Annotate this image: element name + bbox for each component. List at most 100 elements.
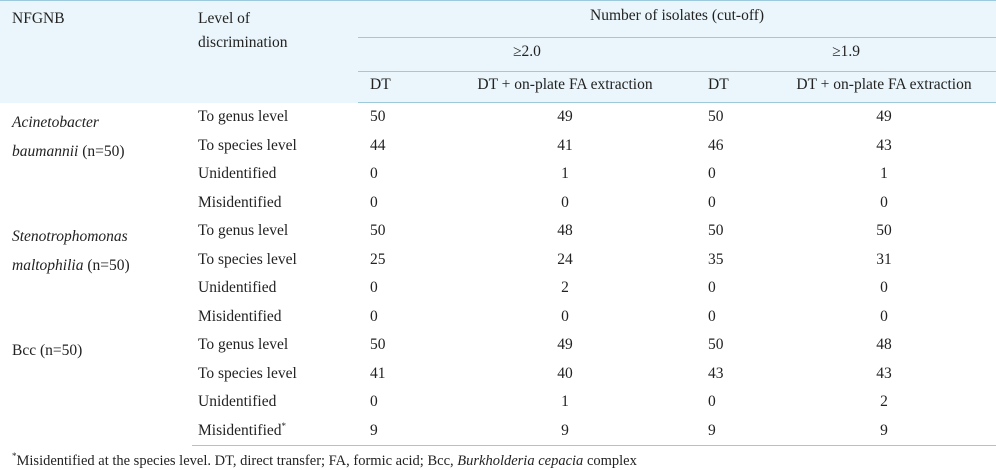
value-fa-2-0: 0 [561,307,569,325]
table-row: Bcc (n=50) To genus level 50 49 50 48 [0,331,996,360]
value-dt-2-0: 41 [370,364,386,382]
value-fa-1-9: 31 [876,250,892,268]
value-fa-2-0: 49 [557,108,573,126]
value-fa-2-0: 40 [557,364,573,382]
organism-count: (n=50) [83,257,130,274]
level-cell: To genus level [198,222,289,240]
value-dt-1-9: 46 [708,136,724,154]
table-row: Unidentified 0 2 0 0 [0,274,996,303]
organism-stenotrophomonas: Stenotrophomonas maltophilia (n=50) [0,217,192,331]
header-threshold-2-0: ≥2.0 [358,37,696,72]
level-cell: Misidentified* [192,416,358,446]
value-dt-1-9: 43 [708,364,724,382]
footnote-marker: * [281,420,287,431]
value-fa-2-0: 1 [561,165,569,183]
level-cell: To genus level [198,336,289,354]
organism-name-part2: baumannii [12,142,79,160]
table-row: To species level 41 40 43 43 [0,360,996,389]
value-fa-1-9: 2 [880,393,888,411]
table-row: Misidentified 0 0 0 0 [0,303,996,332]
value-fa-2-0: 1 [561,393,569,411]
value-fa-2-0: 2 [561,279,569,297]
table-row: Misidentified 0 0 0 0 [0,189,996,218]
value-dt-1-9: 0 [708,279,716,297]
value-fa-1-9: 43 [876,136,892,154]
table-row: Unidentified 0 1 0 1 [0,160,996,189]
value-dt-2-0: 25 [370,250,386,268]
level-cell: Misidentified [198,307,282,325]
value-fa-1-9: 9 [772,416,996,446]
table-row: Unidentified 0 1 0 2 [0,388,996,417]
value-dt-2-0: 0 [370,165,378,183]
value-fa-2-0: 9 [434,416,696,446]
header-dt-2-0: DT [358,71,434,103]
header-fa-1-9: DT + on-plate FA extraction [772,71,996,103]
value-fa-1-9: 48 [876,336,892,354]
table-row: Acinetobacter baumannii (n=50) To genus … [0,103,996,160]
value-dt-1-9: 9 [696,416,772,446]
level-cell: Unidentified [198,393,277,411]
value-fa-1-9: 0 [880,279,888,297]
header-threshold-1-9: ≥1.9 [696,37,996,72]
table-row: Misidentified* 9 9 9 9 [0,416,996,446]
header-nfgnb: NFGNB [0,0,192,103]
value-fa-1-9: 50 [876,222,892,240]
table-row: Stenotrophomonas maltophilia (n=50) To g… [0,217,996,274]
level-text: Misidentified [198,421,282,439]
level-cell: Misidentified [198,193,282,211]
level-cell: To species level [198,136,297,154]
header-level-line1: Level of [198,10,251,27]
value-fa-2-0: 48 [557,222,573,240]
value-fa-2-0: 0 [561,193,569,211]
header-level-line2: discrimination [198,34,288,51]
value-dt-2-0: 50 [370,336,386,354]
organism-acinetobacter: Acinetobacter baumannii (n=50) [0,103,192,218]
table-row: To species level 25 24 35 31 [0,246,996,275]
value-dt-2-0: 9 [358,416,434,446]
header-fa-2-0: DT + on-plate FA extraction [434,71,696,103]
value-dt-1-9: 50 [708,336,724,354]
results-table: NFGNB Level of discrimination Number of … [0,0,996,446]
value-dt-1-9: 0 [708,307,716,325]
value-dt-1-9: 50 [708,108,724,126]
header-number-of-isolates: Number of isolates (cut-off) [358,0,996,38]
level-cell: To species level [198,364,297,382]
value-dt-2-0: 44 [370,136,386,154]
value-dt-2-0: 0 [370,307,378,325]
table-body: Acinetobacter baumannii (n=50) To genus … [0,103,996,446]
value-dt-1-9: 0 [708,165,716,183]
value-dt-1-9: 0 [708,393,716,411]
footnote-italic: Burkholderia cepacia [457,453,584,469]
value-dt-1-9: 35 [708,250,724,268]
footnote-text-end: complex [583,453,637,469]
value-fa-2-0: 49 [557,336,573,354]
level-cell: Unidentified [198,279,277,297]
table-header: NFGNB Level of discrimination Number of … [0,0,996,103]
value-fa-2-0: 41 [557,136,573,154]
value-dt-1-9: 0 [708,193,716,211]
header-dt-1-9: DT [696,71,772,103]
organism-name: Bcc (n=50) [12,342,83,359]
value-fa-1-9: 49 [876,108,892,126]
organism-name-part1: Acinetobacter [12,113,99,131]
value-dt-2-0: 50 [370,108,386,126]
value-dt-2-0: 0 [370,393,378,411]
value-fa-1-9: 0 [880,193,888,211]
footnote-text: Misidentified at the species level. DT, … [16,453,458,469]
value-dt-2-0: 0 [370,193,378,211]
value-fa-1-9: 1 [880,165,888,183]
value-fa-1-9: 0 [880,307,888,325]
organism-name-part2: maltophilia [12,257,84,274]
value-dt-2-0: 0 [370,279,378,297]
organism-count: (n=50) [78,142,125,160]
level-cell: To species level [198,250,297,268]
organism-bcc: Bcc (n=50) [0,331,192,446]
value-fa-2-0: 24 [557,250,573,268]
value-dt-2-0: 50 [370,222,386,240]
level-cell: To genus level [198,108,289,125]
header-level: Level of discrimination [192,0,358,103]
value-fa-1-9: 43 [876,364,892,382]
level-cell: Unidentified [198,165,277,183]
table-row: To species level 44 41 46 43 [0,132,996,161]
